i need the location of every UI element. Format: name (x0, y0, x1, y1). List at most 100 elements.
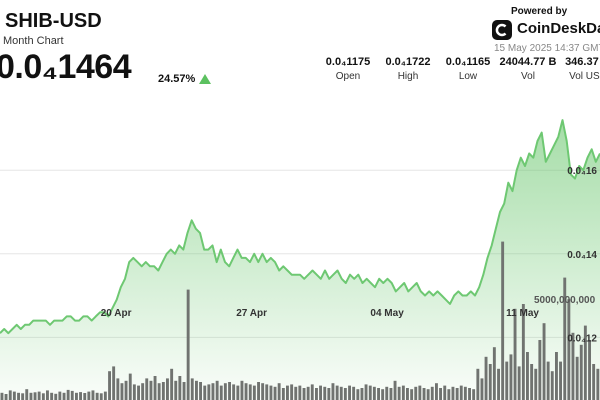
volume-bar (153, 376, 157, 400)
volume-bar (83, 393, 87, 400)
volume-bar (302, 388, 306, 400)
volume-bar (54, 393, 58, 400)
volume-bar (286, 385, 289, 400)
volume-bar (182, 382, 186, 400)
volume-bar (550, 371, 554, 400)
volume-bar (401, 385, 405, 400)
volume-bar (579, 344, 583, 400)
volume-bar (406, 388, 409, 400)
volume-bar (99, 393, 103, 400)
volume-bar (124, 380, 128, 400)
volume-bar (505, 361, 509, 400)
stat-vol: 24044.77 B Vol (498, 56, 558, 82)
powered-by-label: Powered by (511, 6, 568, 17)
volume-bar (46, 390, 49, 400)
volume-bar (273, 386, 277, 400)
volume-bar (199, 382, 202, 400)
volume-bar (128, 373, 132, 400)
volume-bar (463, 386, 467, 400)
volume-bar (484, 356, 488, 400)
stat-vol-usd-label: Vol USD (569, 71, 600, 82)
volume-bar (145, 378, 149, 400)
volume-bar (343, 388, 347, 400)
volume-bar (112, 366, 116, 400)
volume-bar (174, 380, 178, 400)
volume-bar (132, 384, 136, 400)
volume-bar (389, 388, 393, 400)
volume-bar (277, 383, 281, 400)
chart-header: SHIB-USD Month Chart 0.0₄1464 24.57% Pow… (0, 0, 600, 100)
x-tick-label: 11 May (506, 308, 539, 319)
volume-bar (120, 383, 124, 400)
volume-bar (555, 352, 558, 400)
volume-bar (248, 384, 252, 400)
volume-bar (348, 385, 351, 400)
volume-bar (538, 340, 542, 400)
volume-bar (41, 393, 45, 400)
volume-bar (95, 392, 99, 400)
volume-bar (252, 385, 256, 400)
volume-bar (592, 364, 596, 400)
volume-bar (223, 383, 227, 400)
volume-bar (87, 391, 91, 400)
stat-low-value: 0.0₄1165 (445, 56, 491, 68)
pair-title: SHIB-USD (5, 10, 102, 32)
volume-bar (306, 386, 310, 400)
volume-bar (422, 388, 426, 400)
volume-bar (17, 392, 20, 400)
volume-bar (186, 289, 190, 400)
volume-bar (559, 361, 562, 400)
volume-bar (116, 378, 120, 400)
chart-subtitle: Month Chart (3, 35, 64, 47)
volume-bar (526, 352, 529, 400)
volume-bar (488, 364, 492, 400)
stat-high: 0.0₄1722 High (378, 56, 438, 82)
price-change-percent: 24.57% (158, 73, 196, 85)
volume-bar (335, 385, 339, 400)
volume-bar (215, 380, 219, 400)
volume-bar (447, 389, 451, 400)
volume-bar (352, 386, 356, 400)
volume-bar (190, 378, 194, 400)
volume-bar (534, 368, 538, 400)
volume-bar (472, 389, 476, 400)
volume-bars (0, 241, 600, 400)
volume-bar (240, 380, 244, 400)
volume-bar (443, 385, 447, 400)
volume-bar (261, 383, 265, 400)
volume-reference-label: 5000,000,000 (534, 295, 596, 306)
volume-bar (166, 378, 169, 400)
volume-bar (393, 380, 397, 400)
volume-bar (66, 389, 70, 400)
volume-bar (476, 368, 480, 400)
volume-bar (219, 385, 223, 400)
volume-bar (290, 384, 294, 400)
x-tick-label: 04 May (370, 308, 404, 319)
y-tick-label: 0.0₄12 (567, 333, 597, 344)
volume-bar (385, 386, 389, 400)
volume-bar (149, 380, 153, 400)
volume-bar (281, 388, 285, 400)
x-tick-label: 27 Apr (236, 308, 267, 319)
current-price: 0.0₄1464 (0, 48, 132, 86)
volume-bar (141, 383, 145, 400)
volume-bar (108, 371, 111, 400)
volume-bar (58, 391, 62, 400)
stat-open-value: 0.0₄1175 (325, 56, 371, 68)
volume-bar (364, 384, 368, 400)
volume-bar (12, 391, 16, 400)
volume-bar (542, 323, 546, 400)
volume-bar (327, 388, 331, 400)
volume-bar (563, 277, 567, 400)
volume-bar (368, 385, 372, 400)
volume-bar (501, 241, 505, 400)
volume-bar (521, 304, 525, 400)
volume-bar (137, 385, 140, 400)
volume-bar (455, 388, 459, 400)
volume-bar (207, 384, 211, 400)
volume-bar (157, 383, 161, 400)
volume-bar (4, 394, 8, 400)
volume-bar (62, 392, 66, 400)
stat-low: 0.0₄1165 Low (438, 56, 498, 82)
